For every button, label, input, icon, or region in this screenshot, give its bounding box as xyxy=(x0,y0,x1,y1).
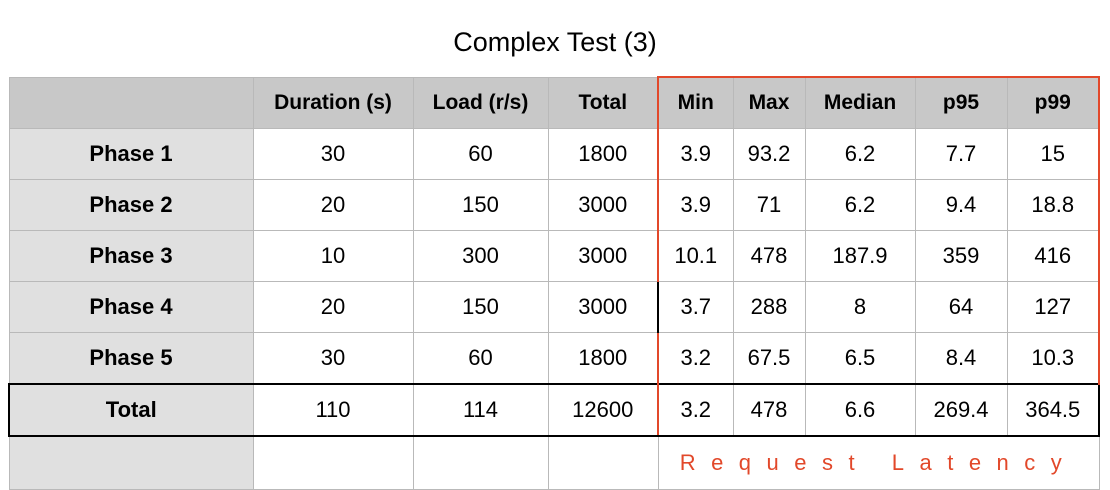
cell-total[interactable]: 3000 xyxy=(547,230,659,282)
total-row-label[interactable]: Total xyxy=(8,383,254,437)
cell-row-label[interactable]: Phase 5 xyxy=(8,332,254,385)
cell-p99[interactable]: 416 xyxy=(1006,230,1100,282)
cell-min[interactable]: 10.1 xyxy=(657,230,734,282)
total-median[interactable]: 6.6 xyxy=(804,383,916,437)
table-row: Phase 4 20 150 3000 3.7 288 8 64 127 xyxy=(8,281,1100,333)
header-load[interactable]: Load (r/s) xyxy=(412,76,549,129)
cell-p95[interactable]: 8.4 xyxy=(914,332,1008,385)
total-p99[interactable]: 364.5 xyxy=(1006,383,1100,437)
header-median[interactable]: Median xyxy=(804,76,916,129)
latency-table: Duration (s) Load (r/s) Total Min Max Median p… xyxy=(8,76,1100,490)
cell-min[interactable]: 3.2 xyxy=(657,332,734,385)
cell-load[interactable]: 60 xyxy=(412,332,549,385)
cell-duration[interactable]: 20 xyxy=(252,179,414,231)
table-title: Complex Test (3) xyxy=(453,27,657,57)
cell-row-label[interactable]: Phase 4 xyxy=(8,281,254,333)
cell-duration[interactable]: 30 xyxy=(252,332,414,385)
total-max[interactable]: 478 xyxy=(732,383,806,437)
cell-duration[interactable]: 20 xyxy=(252,281,414,333)
cell-total[interactable]: 1800 xyxy=(547,128,659,180)
cell-p95[interactable]: 64 xyxy=(914,281,1008,333)
cell-empty[interactable] xyxy=(252,435,414,490)
cell-empty[interactable] xyxy=(8,435,254,490)
cell-max[interactable]: 288 xyxy=(732,281,806,333)
cell-empty[interactable] xyxy=(412,435,549,490)
total-duration[interactable]: 110 xyxy=(252,383,414,437)
header-p99[interactable]: p99 xyxy=(1006,76,1100,129)
cell-row-label[interactable]: Phase 1 xyxy=(8,128,254,180)
request-latency-label: Request Latency xyxy=(657,435,1100,490)
cell-p99[interactable]: 10.3 xyxy=(1006,332,1100,385)
header-duration[interactable]: Duration (s) xyxy=(252,76,414,129)
cell-total[interactable]: 3000 xyxy=(547,179,659,231)
cell-load[interactable]: 150 xyxy=(412,179,549,231)
cell-p99[interactable]: 18.8 xyxy=(1006,179,1100,231)
cell-median[interactable]: 6.2 xyxy=(804,128,916,180)
cell-max[interactable]: 67.5 xyxy=(732,332,806,385)
cell-duration[interactable]: 30 xyxy=(252,128,414,180)
cell-total[interactable]: 3000 xyxy=(547,281,659,333)
cell-p95[interactable]: 7.7 xyxy=(914,128,1008,180)
cell-row-label[interactable]: Phase 2 xyxy=(8,179,254,231)
cell-p99[interactable]: 15 xyxy=(1006,128,1100,180)
cell-median[interactable]: 8 xyxy=(804,281,916,333)
cell-p99[interactable]: 127 xyxy=(1006,281,1100,333)
total-min[interactable]: 3.2 xyxy=(657,383,734,437)
cell-median[interactable]: 6.2 xyxy=(804,179,916,231)
cell-max[interactable]: 478 xyxy=(732,230,806,282)
header-max[interactable]: Max xyxy=(732,76,806,129)
cell-median[interactable]: 6.5 xyxy=(804,332,916,385)
cell-min[interactable]: 3.9 xyxy=(657,179,734,231)
cell-duration[interactable]: 10 xyxy=(252,230,414,282)
cell-median[interactable]: 187.9 xyxy=(804,230,916,282)
cell-total[interactable]: 1800 xyxy=(547,332,659,385)
header-row-label[interactable] xyxy=(8,76,254,129)
cell-min[interactable]: 3.7 xyxy=(657,281,734,333)
cell-p95[interactable]: 9.4 xyxy=(914,179,1008,231)
cell-min[interactable]: 3.9 xyxy=(657,128,734,180)
total-total[interactable]: 12600 xyxy=(547,383,659,437)
table-row: Phase 3 10 300 3000 10.1 478 187.9 359 416 xyxy=(8,230,1100,282)
cell-load[interactable]: 60 xyxy=(412,128,549,180)
cell-load[interactable]: 150 xyxy=(412,281,549,333)
cell-load[interactable]: 300 xyxy=(412,230,549,282)
header-p95[interactable]: p95 xyxy=(914,76,1008,129)
table-row: Phase 1 30 60 1800 3.9 93.2 6.2 7.7 15 xyxy=(8,128,1100,180)
footer-row: Request Latency xyxy=(8,435,1100,490)
header-min[interactable]: Min xyxy=(657,76,734,129)
header-row: Duration (s) Load (r/s) Total Min Max Median p… xyxy=(8,76,1100,129)
cell-max[interactable]: 71 xyxy=(732,179,806,231)
total-load[interactable]: 114 xyxy=(412,383,549,437)
cell-empty[interactable] xyxy=(547,435,659,490)
header-total[interactable]: Total xyxy=(547,76,659,129)
table-row: Phase 5 30 60 1800 3.2 67.5 6.5 8.4 10.3 xyxy=(8,332,1100,385)
total-p95[interactable]: 269.4 xyxy=(914,383,1008,437)
cell-p95[interactable]: 359 xyxy=(914,230,1008,282)
cell-max[interactable]: 93.2 xyxy=(732,128,806,180)
table-row: Phase 2 20 150 3000 3.9 71 6.2 9.4 18.8 xyxy=(8,179,1100,231)
total-row: Total 110 114 12600 3.2 478 6.6 269.4 364.5 xyxy=(8,383,1100,437)
cell-row-label[interactable]: Phase 3 xyxy=(8,230,254,282)
